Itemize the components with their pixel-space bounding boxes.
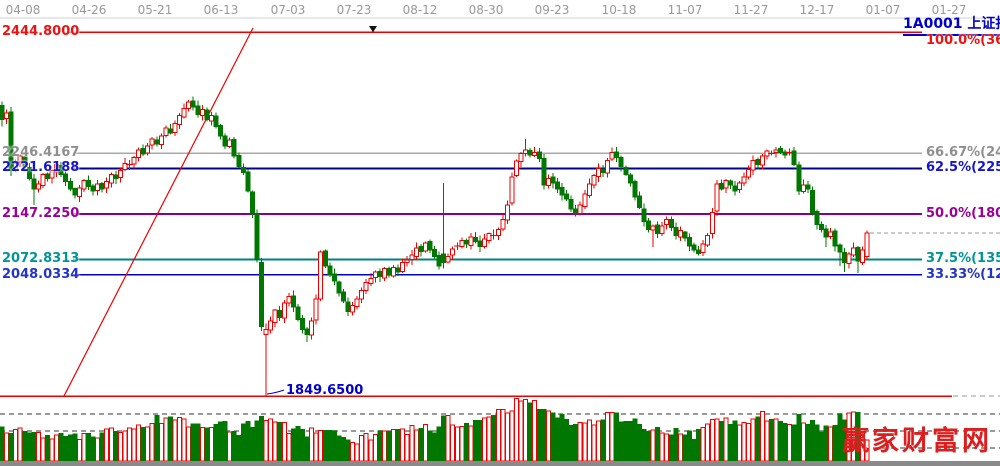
price-label-2072: 2072.8313: [2, 251, 80, 267]
date-label: 01-07: [865, 3, 901, 17]
date-label: 08-12: [402, 3, 438, 17]
date-label: 09-23: [534, 3, 570, 17]
date-label: 11-27: [733, 3, 769, 17]
price-label-2048: 2048.0334: [2, 266, 80, 282]
volume-series: [0, 397, 870, 462]
date-label: 12-17: [799, 3, 835, 17]
date-label: 05-21: [137, 3, 173, 17]
date-label: 07-03: [270, 3, 306, 17]
instrument-code: 1A0001: [903, 16, 963, 32]
watermark-text: 赢家财富网: [842, 426, 992, 457]
price-label-2221: 2221.6188: [2, 160, 80, 176]
marker-triangle-icon[interactable]: [369, 26, 377, 33]
price-label-2444: 2444.8000: [2, 24, 80, 39]
date-label: 04-08: [5, 3, 41, 17]
price-label-2246: 2246.4167: [2, 145, 80, 161]
price-label-2147: 2147.2250: [2, 206, 80, 221]
instrument-title[interactable]: 1A0001 上证指数: [903, 13, 1000, 36]
low-price-label: 1849.6500: [286, 383, 364, 398]
date-label: 01-27: [931, 3, 967, 17]
fib-label-50pct: 50.0%(180): [926, 206, 1000, 221]
candle-series: [0, 96, 870, 396]
instrument-name: 上证指数: [967, 16, 1000, 32]
trendline[interactable]: [63, 27, 254, 397]
volume-baseline-strip: [0, 461, 1000, 466]
fib-label-37pct: 37.5%(135): [926, 251, 1000, 267]
date-label: 04-26: [71, 3, 107, 17]
fib-label-33pct: 33.33%(120): [926, 266, 1000, 282]
date-label: 07-23: [336, 3, 372, 17]
fib-label-62pct: 62.5%(225): [926, 160, 1000, 176]
low-pointer-line: [266, 389, 285, 395]
date-label: 08-30: [468, 3, 504, 17]
date-label: 11-07: [667, 3, 703, 17]
date-label: 06-13: [203, 3, 239, 17]
fib-label-66pct: 66.67%(240): [926, 145, 1000, 161]
fib-label-100pct: 100.0%(360): [926, 33, 1000, 48]
date-label: 10-18: [601, 3, 637, 17]
